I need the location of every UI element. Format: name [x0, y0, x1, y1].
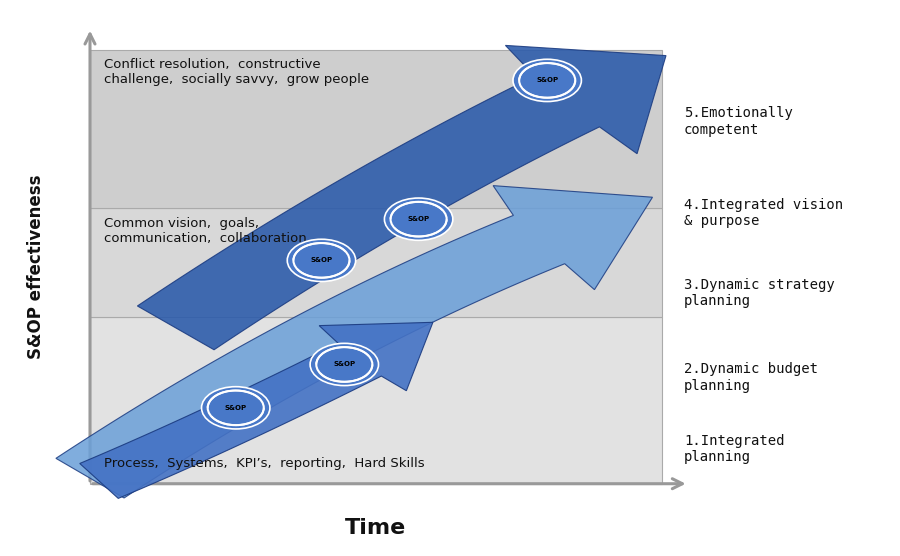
Text: S&OP: S&OP: [333, 361, 356, 368]
Text: S&OP effectiveness: S&OP effectiveness: [27, 175, 45, 359]
Circle shape: [202, 387, 270, 429]
Text: Process,  Systems,  KPI’s,  reporting,  Hard Skills: Process, Systems, KPI’s, reporting, Hard…: [104, 457, 424, 470]
Text: 1.Integrated
planning: 1.Integrated planning: [684, 434, 785, 464]
Text: 4.Integrated vision
& purpose: 4.Integrated vision & purpose: [684, 197, 843, 228]
Circle shape: [513, 59, 581, 102]
Text: S&OP: S&OP: [225, 405, 247, 411]
Text: Conflict resolution,  constructive
challenge,  socially savvy,  grow people: Conflict resolution, constructive challe…: [104, 58, 369, 86]
Text: S&OP: S&OP: [408, 216, 429, 222]
Text: S&OP: S&OP: [536, 77, 558, 83]
Text: S&OP: S&OP: [310, 257, 332, 264]
Bar: [90, 208, 662, 317]
Text: Time: Time: [345, 518, 407, 538]
Text: 2.Dynamic budget
planning: 2.Dynamic budget planning: [684, 363, 818, 393]
Polygon shape: [56, 186, 652, 498]
Circle shape: [287, 239, 356, 281]
Text: 5.Emotionally
competent: 5.Emotionally competent: [684, 107, 793, 137]
Bar: [90, 50, 662, 208]
Circle shape: [310, 343, 379, 385]
Polygon shape: [80, 322, 433, 498]
Text: Common vision,  goals,
communication,  collaboration: Common vision, goals, communication, col…: [104, 217, 306, 245]
Text: 3.Dynamic strategy
planning: 3.Dynamic strategy planning: [684, 278, 835, 308]
Bar: [90, 317, 662, 484]
Polygon shape: [138, 46, 666, 350]
Circle shape: [384, 198, 453, 240]
